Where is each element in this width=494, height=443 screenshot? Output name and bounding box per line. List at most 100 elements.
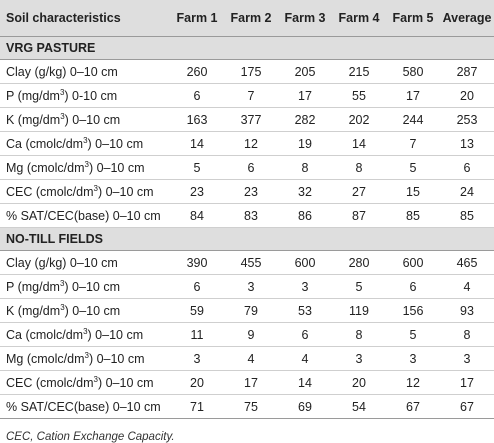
row-label-superscript: 3 [83,326,88,336]
table-row: K (mg/dm3) 0–10 cm 59 79 53 119 156 93 [0,298,494,323]
cell-farm-5: 6 [386,274,440,299]
cell-farm-3: 32 [278,179,332,204]
cell-farm-3: 282 [278,107,332,132]
cell-average: 8 [440,322,494,347]
cell-farm-2: 75 [224,394,278,419]
header-farm-1: Farm 1 [170,0,224,37]
cell-farm-5: 244 [386,107,440,132]
cell-farm-3: 8 [278,155,332,180]
cell-farm-3: 205 [278,59,332,84]
row-label: CEC (cmolc/dm3) 0–10 cm [0,370,170,395]
cell-farm-2: 6 [224,155,278,180]
table-row: CEC (cmolc/dm3) 0–10 cm 23 23 32 27 15 24 [0,179,494,204]
cell-average: 287 [440,59,494,84]
cell-farm-4: 3 [332,346,386,371]
table-row: Mg (cmolc/dm3) 0–10 cm 3 4 4 3 3 3 [0,346,494,371]
cell-average: 67 [440,394,494,419]
table-row: % SAT/CEC(base) 0–10 cm 84 83 86 87 85 85 [0,203,494,228]
cell-farm-1: 71 [170,394,224,419]
row-label-text: K (mg/dm [6,112,61,127]
cell-farm-5: 5 [386,155,440,180]
cell-farm-2: 377 [224,107,278,132]
row-label-text: % SAT/CEC(base) 0–10 cm [6,208,161,223]
cell-farm-3: 19 [278,131,332,156]
cell-farm-5: 67 [386,394,440,419]
row-label: Clay (g/kg) 0–10 cm [0,59,170,84]
header-farm-3: Farm 3 [278,0,332,37]
cell-farm-2: 9 [224,322,278,347]
cell-farm-4: 87 [332,203,386,228]
row-label: CEC (cmolc/dm3) 0–10 cm [0,179,170,204]
cell-farm-1: 84 [170,203,224,228]
cell-farm-2: 455 [224,250,278,275]
table-row: K (mg/dm3) 0–10 cm 163 377 282 202 244 253 [0,107,494,132]
row-label-superscript: 3 [84,159,89,169]
row-label: % SAT/CEC(base) 0–10 cm [0,203,170,228]
row-label-text: Clay (g/kg) 0–10 cm [6,64,118,79]
header-row: Soil characteristics Farm 1 Farm 2 Farm … [0,0,494,37]
row-label-suffix: ) 0–10 cm [64,279,120,294]
cell-farm-4: 8 [332,322,386,347]
cell-farm-5: 580 [386,59,440,84]
cell-farm-3: 17 [278,83,332,108]
cell-farm-1: 5 [170,155,224,180]
header-farm-4: Farm 4 [332,0,386,37]
cell-farm-3: 53 [278,298,332,323]
table-row: P (mg/dm3) 0–10 cm 6 3 3 5 6 4 [0,274,494,299]
cell-farm-1: 23 [170,179,224,204]
cell-farm-5: 12 [386,370,440,395]
table-row: Mg (cmolc/dm3) 0–10 cm 5 6 8 8 5 6 [0,155,494,180]
cell-farm-4: 8 [332,155,386,180]
row-label-superscript: 3 [84,350,89,360]
cell-farm-5: 7 [386,131,440,156]
row-label-text: Clay (g/kg) 0–10 cm [6,255,118,270]
row-label-suffix: ) 0-10 cm [64,88,118,103]
row-label: P (mg/dm3) 0–10 cm [0,274,170,299]
cell-farm-1: 390 [170,250,224,275]
cell-farm-1: 3 [170,346,224,371]
cell-farm-4: 27 [332,179,386,204]
cell-farm-2: 17 [224,370,278,395]
cell-farm-5: 600 [386,250,440,275]
cell-farm-1: 20 [170,370,224,395]
table-footnote: CEC, Cation Exchange Capacity. [6,431,175,443]
cell-farm-4: 55 [332,83,386,108]
row-label-suffix: ) 0–10 cm [88,351,145,366]
cell-farm-4: 5 [332,274,386,299]
cell-average: 3 [440,346,494,371]
cell-farm-3: 86 [278,203,332,228]
cell-average: 465 [440,250,494,275]
row-label-text: Mg (cmolc/dm [6,351,85,366]
cell-farm-4: 215 [332,59,386,84]
row-label-text: % SAT/CEC(base) 0–10 cm [6,399,161,414]
cell-farm-5: 3 [386,346,440,371]
table-row: % SAT/CEC(base) 0–10 cm 71 75 69 54 67 67 [0,394,494,419]
section-title: VRG PASTURE [0,36,494,60]
row-label: Mg (cmolc/dm3) 0–10 cm [0,155,170,180]
cell-farm-3: 14 [278,370,332,395]
row-label-superscript: 3 [60,302,65,312]
soil-characteristics-table: Soil characteristics Farm 1 Farm 2 Farm … [0,0,494,419]
cell-farm-2: 12 [224,131,278,156]
cell-farm-2: 79 [224,298,278,323]
cell-farm-4: 54 [332,394,386,419]
row-label: Ca (cmolc/dm3) 0–10 cm [0,322,170,347]
cell-average: 4 [440,274,494,299]
header-soil-characteristics: Soil characteristics [0,0,170,37]
cell-farm-5: 85 [386,203,440,228]
section-title: NO-TILL FIELDS [0,227,494,251]
row-label-suffix: ) 0–10 cm [87,136,144,151]
table-row: Ca (cmolc/dm3) 0–10 cm 14 12 19 14 7 13 [0,131,494,156]
table-row: Ca (cmolc/dm3) 0–10 cm 11 9 6 8 5 8 [0,322,494,347]
row-label: Ca (cmolc/dm3) 0–10 cm [0,131,170,156]
cell-farm-1: 14 [170,131,224,156]
row-label-suffix: ) 0–10 cm [88,160,145,175]
cell-farm-3: 600 [278,250,332,275]
cell-farm-1: 163 [170,107,224,132]
cell-farm-2: 3 [224,274,278,299]
row-label-superscript: 3 [59,87,65,97]
row-label-suffix: ) 0–10 cm [64,303,121,318]
table-row: P (mg/dm3) 0-10 cm 6 7 17 55 17 20 [0,83,494,108]
cell-farm-3: 3 [278,274,332,299]
